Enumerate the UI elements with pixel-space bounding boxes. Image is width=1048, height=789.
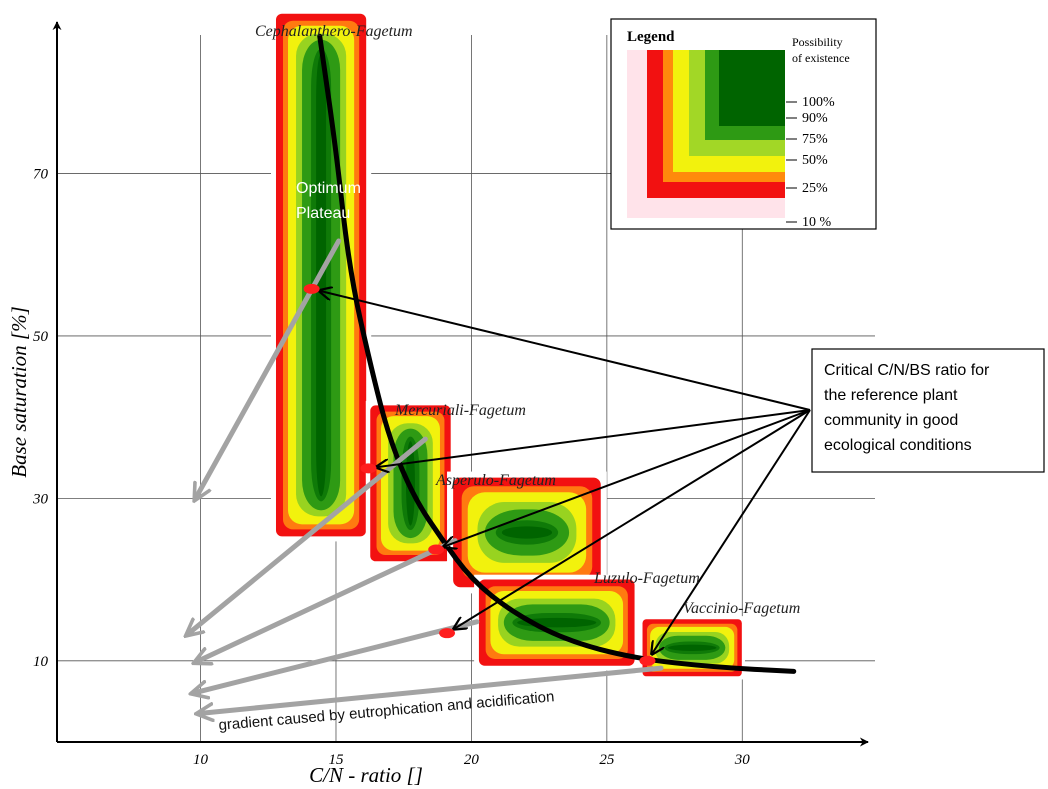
zone-layer	[667, 644, 717, 651]
community-labels: Cephalanthero-Fagetum Mercuriali-Fagetum A…	[255, 23, 800, 617]
legend-subtitle-line1: Possibility	[792, 35, 843, 49]
legend-subtitle-line2: of existence	[792, 51, 850, 65]
gradient-arrow	[195, 538, 458, 663]
critical-annotation-line1: Critical C/N/BS ratio for	[824, 362, 990, 379]
community-label: Vaccinio-Fagetum	[683, 600, 800, 617]
critical-annotation-line3: community in good	[824, 412, 958, 429]
legend-levels: 100%90% 75% 50% 25% 10 %	[786, 95, 835, 230]
gradient-arrow	[192, 619, 480, 693]
optimum-label-line2: Plateau	[296, 205, 350, 222]
x-tick-label: 15	[328, 752, 344, 768]
optimum-label-line1: Optimum	[296, 180, 361, 197]
zone-luzulo-fagetum	[474, 574, 640, 671]
legend-swatch	[627, 50, 785, 218]
legend-level-label: 75%	[802, 132, 828, 147]
critical-arrow	[454, 409, 811, 629]
critical-point	[428, 544, 445, 555]
y-tick-label: 10	[33, 654, 49, 670]
x-tick-label: 20	[464, 752, 480, 768]
y-tick-label: 30	[32, 491, 49, 507]
critical-curve-layer	[317, 33, 797, 674]
community-label: Luzulo-Fagetum	[593, 570, 700, 587]
legend-level-label: 100%	[802, 95, 835, 110]
zone-asperulo-fagetum	[447, 471, 607, 594]
x-tick-label: 10	[193, 752, 209, 768]
x-axis-label: C/N - ratio []	[309, 763, 423, 787]
gradient-arrow	[195, 238, 342, 499]
legend: Legend Possibility of existence 100%90% 7…	[610, 18, 877, 230]
critical-point	[639, 655, 656, 666]
community-label: Asperulo-Fagetum	[435, 472, 556, 489]
community-label: Cephalanthero-Fagetum	[255, 23, 413, 40]
gradient-arrow	[198, 665, 664, 713]
legend-level-label: 25%	[802, 181, 828, 196]
critical-arrow	[652, 409, 811, 654]
critical-arrows	[319, 291, 811, 654]
critical-annotation-line4: ecological conditions	[824, 437, 972, 454]
critical-arrow	[319, 291, 811, 411]
y-axis-label: Base saturation [%]	[7, 306, 31, 478]
critical-point	[439, 628, 456, 639]
critical-curve	[317, 33, 797, 674]
tick-labels: 10 15 20 25 30 10 30 50 70	[32, 167, 750, 768]
critical-annotation-box	[811, 348, 1045, 473]
legend-level-label: 90%	[802, 111, 828, 126]
x-tick-label: 30	[734, 752, 751, 768]
critical-points	[303, 283, 656, 666]
y-tick-label: 70	[33, 167, 49, 183]
legend-level-label: 50%	[802, 153, 828, 168]
legend-level-label: 10 %	[802, 215, 832, 230]
y-tick-label: 50	[33, 329, 49, 345]
critical-arrow	[444, 409, 811, 547]
critical-point	[303, 283, 320, 294]
critical-point	[360, 463, 377, 474]
critical-arrow	[376, 409, 811, 467]
legend-band	[719, 50, 785, 126]
critical-annotation-line2: the reference plant	[824, 387, 958, 404]
axes	[52, 21, 869, 747]
legend-title: Legend	[627, 29, 675, 45]
x-tick-label: 25	[599, 752, 615, 768]
community-label: Mercuriali-Fagetum	[394, 402, 526, 419]
zone-layer	[501, 526, 553, 539]
